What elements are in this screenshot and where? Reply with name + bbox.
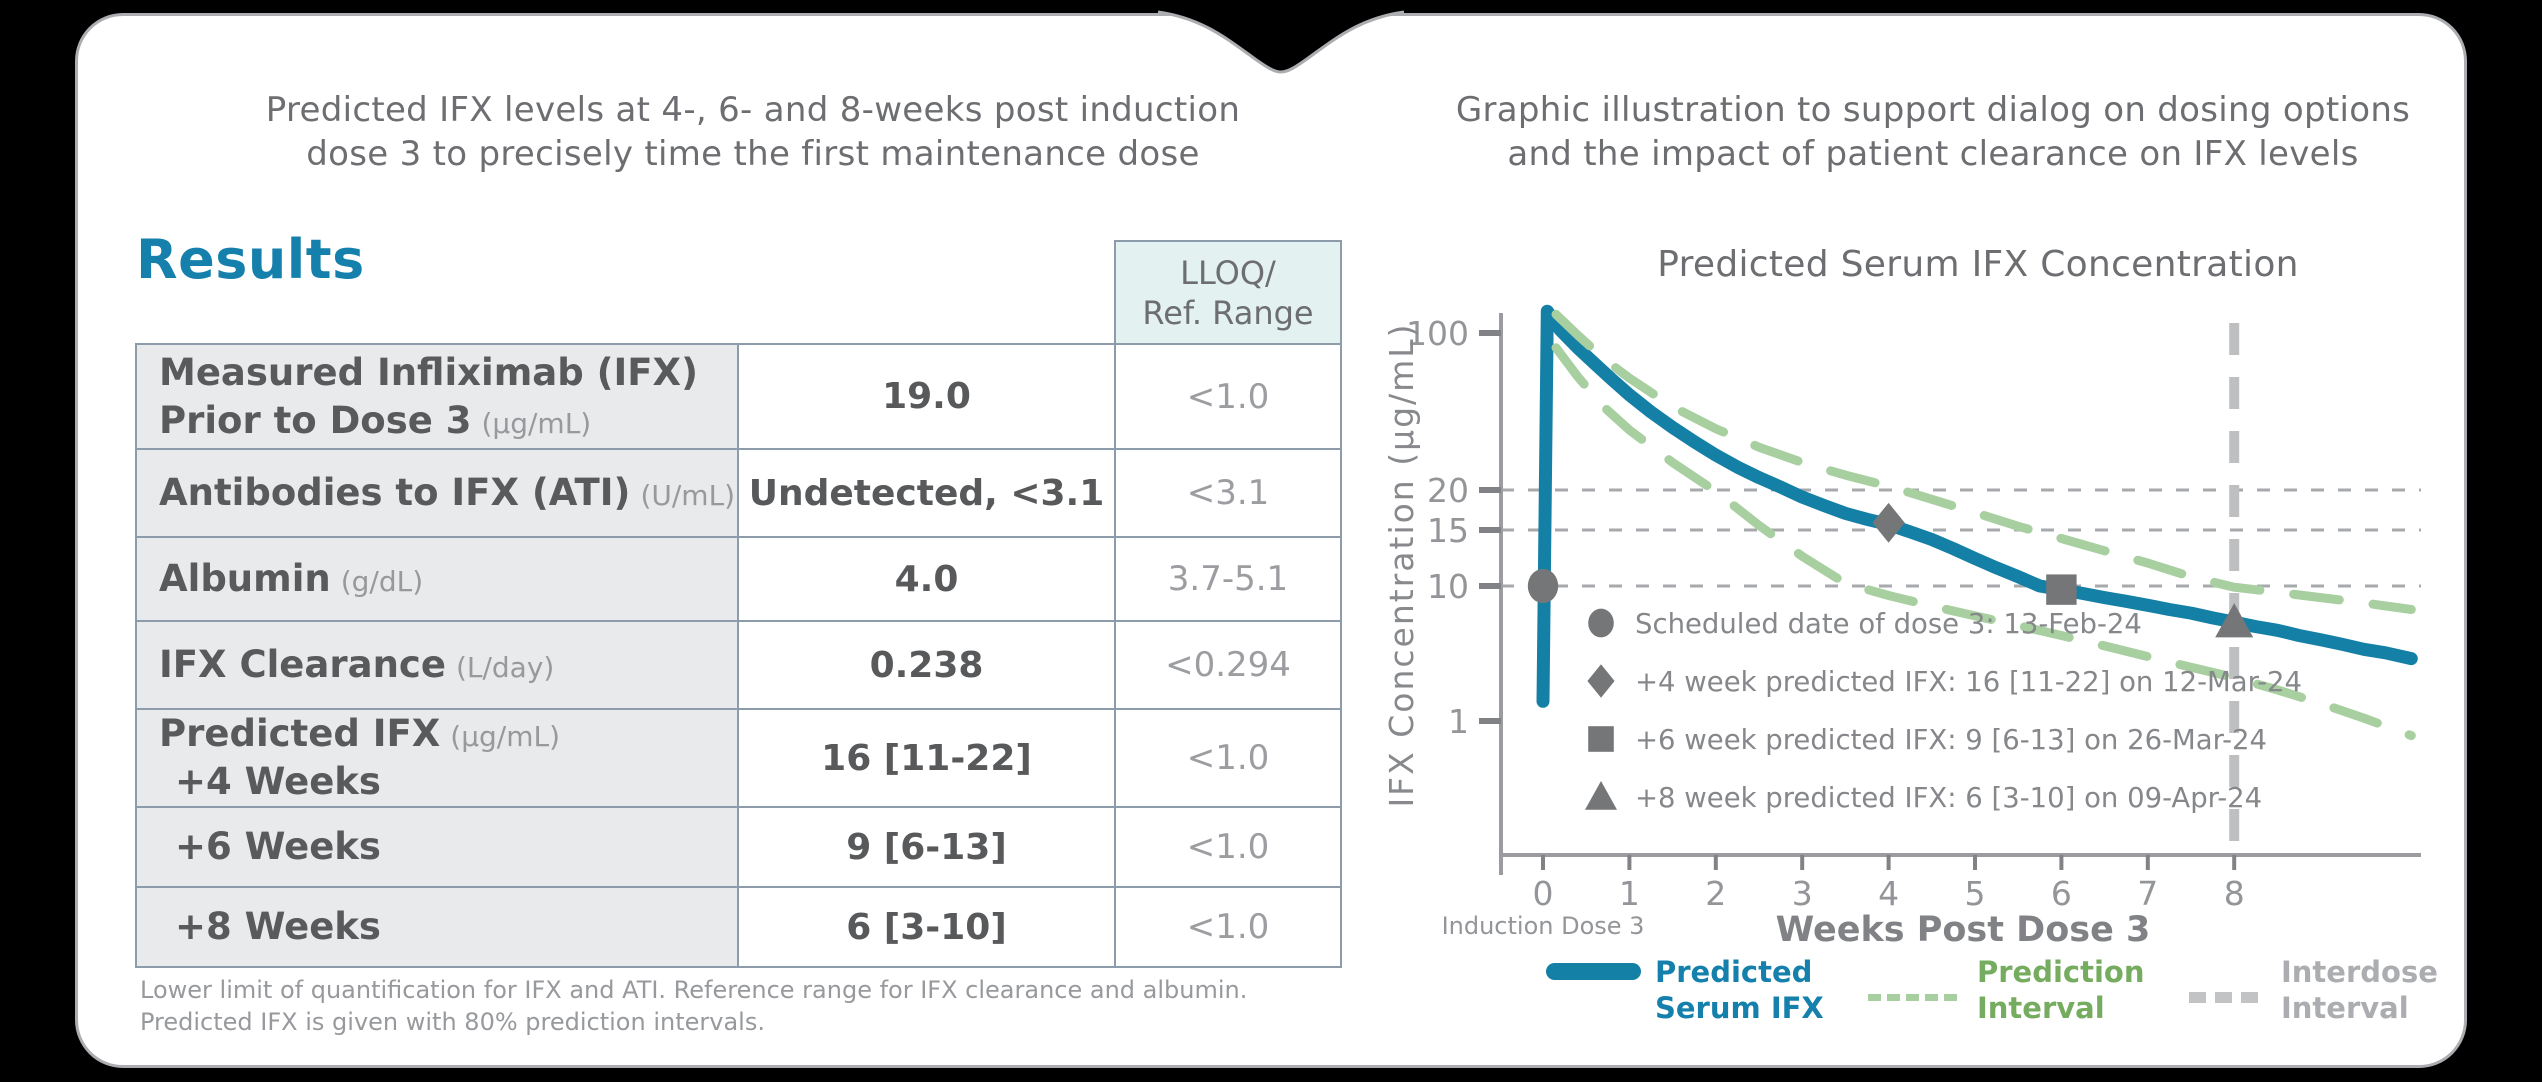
row-range: <1.0 bbox=[1186, 376, 1270, 417]
footnote-line1: Lower limit of quantification for IFX an… bbox=[140, 976, 1248, 1004]
svg-text:+4 week predicted IFX: 16 [11-: +4 week predicted IFX: 16 [11-22] on 12-… bbox=[1635, 666, 2302, 698]
row-label: Predicted IFX bbox=[159, 712, 441, 755]
row-value: 0.238 bbox=[739, 622, 1116, 708]
svg-text:4: 4 bbox=[1878, 874, 1899, 913]
svg-text:20: 20 bbox=[1427, 471, 1469, 510]
prediction-interval-swatch bbox=[1868, 968, 1963, 1026]
row-label: Antibodies to IFX (ATI) bbox=[159, 471, 631, 514]
row-value: 6 [3-10] bbox=[739, 888, 1116, 966]
table-row: Measured Infliximab (IFX) Prior to Dose … bbox=[137, 345, 1340, 448]
legend-label: Prediction Interval bbox=[1977, 955, 2145, 1025]
svg-text:8: 8 bbox=[2224, 874, 2245, 913]
row-unit: (g/dL) bbox=[340, 565, 424, 598]
row-range: <1.0 bbox=[1186, 827, 1270, 867]
row-label: Albumin bbox=[159, 557, 331, 600]
row-label: +6 Weeks bbox=[175, 825, 381, 868]
legend-label: Interdose Interval bbox=[2281, 955, 2438, 1025]
footnote-line2: Predicted IFX is given with 80% predicti… bbox=[140, 1008, 765, 1036]
svg-text:7: 7 bbox=[2137, 874, 2158, 913]
svg-text:100: 100 bbox=[1406, 314, 1469, 353]
row-unit: (µg/mL) bbox=[450, 720, 561, 753]
predicted-serum-ifx-line bbox=[1536, 304, 2418, 708]
chart-title: Predicted Serum IFX Concentration bbox=[1657, 244, 2299, 285]
results-title: Results bbox=[136, 228, 365, 291]
table-row: Albumin (g/dL) 4.0 3.7-5.1 bbox=[137, 536, 1340, 620]
range-header-line1: LLOQ/ bbox=[1180, 253, 1276, 292]
row-label: IFX Clearance bbox=[159, 643, 446, 686]
table-row: Predicted IFX (µg/mL) +4 Weeks 16 [11-22]… bbox=[137, 708, 1340, 806]
svg-text:6: 6 bbox=[2051, 874, 2072, 913]
report-card: Predicted IFX levels at 4-, 6- and 8-wee… bbox=[75, 6, 2467, 1068]
marker-annotations: Scheduled date of dose 3: 13-Feb-24 +4 we… bbox=[1585, 608, 2302, 814]
svg-text:+8 week predicted IFX: 6 [3-10: +8 week predicted IFX: 6 [3-10] on 09-Ap… bbox=[1635, 782, 2262, 814]
right-panel-header: Graphic illustration to support dialog o… bbox=[1368, 88, 2498, 176]
prediction-interval-line bbox=[1551, 309, 2416, 614]
row-value: 9 [6-13] bbox=[739, 808, 1116, 886]
right-header-line2: and the impact of patient clearance on I… bbox=[1507, 134, 2359, 174]
svg-text:1: 1 bbox=[1619, 874, 1640, 913]
row-unit: (U/mL) bbox=[640, 479, 736, 512]
row-label: Measured Infliximab (IFX) bbox=[159, 350, 698, 394]
row-range: 3.7-5.1 bbox=[1167, 559, 1289, 599]
x-axis-title: Weeks Post Dose 3 bbox=[1776, 910, 2151, 943]
svg-text:0: 0 bbox=[1533, 874, 1554, 913]
svg-text:Scheduled date of dose 3: 13-F: Scheduled date of dose 3: 13-Feb-24 bbox=[1635, 608, 2142, 640]
row-unit: (µg/mL) bbox=[481, 406, 592, 440]
row-label-line2: +4 Weeks bbox=[175, 760, 381, 803]
row-range: <1.0 bbox=[1186, 738, 1270, 778]
predicted-serum-ifx-swatch bbox=[1546, 963, 1641, 980]
legend-item-prediction-interval: Prediction Interval bbox=[1868, 954, 2145, 1026]
svg-text:15: 15 bbox=[1427, 511, 1469, 550]
svg-text:2: 2 bbox=[1705, 874, 1726, 913]
right-header-line1: Graphic illustration to support dialog o… bbox=[1455, 90, 2411, 130]
svg-text:+6 week predicted IFX: 9 [6-13: +6 week predicted IFX: 9 [6-13] on 26-Ma… bbox=[1635, 724, 2267, 756]
svg-text:5: 5 bbox=[1965, 874, 1986, 913]
row-label: +8 Weeks bbox=[175, 905, 381, 948]
svg-text:3: 3 bbox=[1792, 874, 1813, 913]
row-value: 4.0 bbox=[739, 538, 1116, 620]
range-header-line2: Ref. Range bbox=[1142, 293, 1314, 332]
y-gridlines bbox=[1501, 488, 2421, 588]
legend-label: Predicted Serum IFX bbox=[1655, 955, 1824, 1025]
table-footnote: Lower limit of quantification for IFX an… bbox=[140, 974, 1360, 1038]
row-range: <1.0 bbox=[1186, 907, 1270, 947]
card-top-notch bbox=[1157, 6, 1405, 74]
x-axis-ticks: 0 1 2 3 4 5 6 7 8 bbox=[1533, 855, 2245, 913]
row-value: 16 [11-22] bbox=[739, 710, 1116, 806]
legend-item-predicted-serum-ifx: Predicted Serum IFX bbox=[1546, 954, 1824, 1026]
results-table: Measured Infliximab (IFX) Prior to Dose … bbox=[135, 343, 1342, 968]
y-axis-title: IFX Concentration (µg/mL) bbox=[1383, 322, 1421, 807]
range-column-header: LLOQ/ Ref. Range bbox=[1114, 240, 1342, 345]
prediction-interval-line bbox=[1551, 343, 2416, 741]
svg-text:1: 1 bbox=[1448, 702, 1469, 741]
left-header-line2: dose 3 to precisely time the first maint… bbox=[306, 134, 1200, 174]
row-value: Undetected, <3.1 bbox=[739, 450, 1116, 536]
row-range: <3.1 bbox=[1186, 473, 1270, 513]
table-row: +6 Weeks 9 [6-13] <1.0 bbox=[137, 806, 1340, 886]
row-range: <0.294 bbox=[1165, 645, 1291, 685]
row-unit: (L/day) bbox=[455, 651, 555, 684]
table-row: Antibodies to IFX (ATI) (U/mL) Undetected… bbox=[137, 448, 1340, 536]
left-panel-header: Predicted IFX levels at 4-, 6- and 8-wee… bbox=[178, 88, 1328, 176]
legend-item-interdose-interval: Interdose Interval bbox=[2189, 954, 2438, 1026]
x-origin-label: Induction Dose 3 bbox=[1442, 912, 1645, 940]
data-markers bbox=[1527, 502, 2254, 638]
table-row: +8 Weeks 6 [3-10] <1.0 bbox=[137, 886, 1340, 966]
left-header-line1: Predicted IFX levels at 4-, 6- and 8-wee… bbox=[265, 90, 1241, 130]
svg-text:10: 10 bbox=[1427, 567, 1469, 606]
interdose-interval-swatch bbox=[2189, 968, 2267, 1026]
row-value: 19.0 bbox=[739, 345, 1116, 448]
table-row: IFX Clearance (L/day) 0.238 <0.294 bbox=[137, 620, 1340, 708]
row-label-line2: Prior to Dose 3 bbox=[159, 398, 472, 442]
